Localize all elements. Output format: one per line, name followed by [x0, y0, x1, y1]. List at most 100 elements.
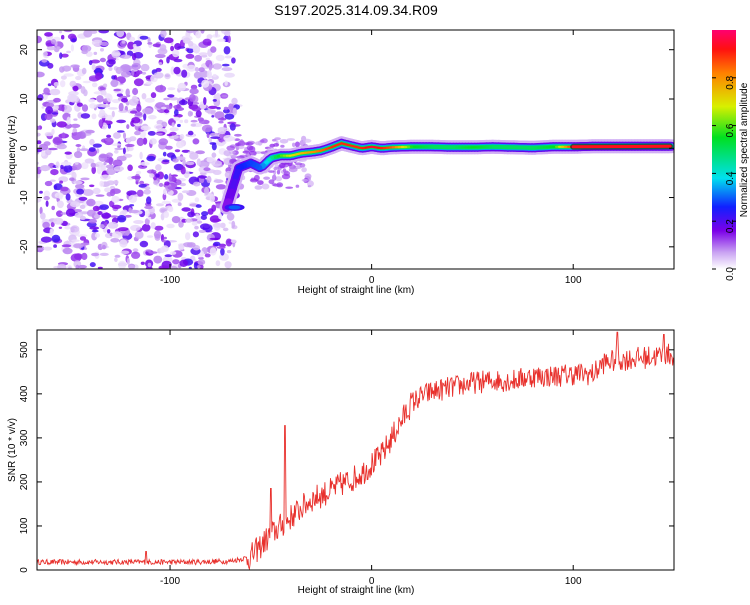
noise-speckle [108, 107, 118, 110]
noise-speckle [154, 226, 163, 231]
noise-speckle [137, 190, 144, 197]
noise-speckle [127, 165, 133, 172]
noise-speckle [103, 162, 106, 166]
noise-speckle [164, 109, 169, 113]
noise-speckle [89, 30, 97, 34]
noise-speckle [222, 64, 230, 67]
y-tick-label: 20 [19, 44, 30, 56]
noise-speckle [244, 142, 253, 146]
noise-speckle [203, 39, 212, 46]
noise-speckle [175, 149, 180, 152]
noise-speckle [186, 65, 196, 72]
figure-title: S197.2025.314.09.34.R09 [274, 2, 438, 18]
noise-speckle [140, 36, 149, 40]
noise-speckle [166, 57, 170, 64]
noise-speckle [101, 213, 111, 219]
noise-speckle [118, 227, 128, 231]
noise-speckle [210, 136, 220, 139]
noise-speckle [53, 137, 63, 145]
noise-speckle [160, 30, 167, 38]
noise-speckle [200, 223, 210, 229]
noise-speckle [131, 252, 140, 259]
noise-speckle [92, 230, 99, 233]
noise-speckle [48, 83, 52, 86]
noise-speckle [67, 117, 71, 125]
noise-speckle [64, 113, 70, 116]
noise-speckle [188, 111, 193, 117]
spectrogram-plot [33, 27, 672, 273]
noise-speckle [118, 261, 126, 269]
noise-speckle [56, 161, 60, 168]
noise-speckle [172, 216, 181, 223]
noise-speckle [47, 63, 53, 69]
noise-speckle [165, 254, 173, 257]
noise-speckle [126, 89, 130, 97]
noise-speckle [213, 242, 220, 246]
noise-speckle [211, 115, 214, 118]
noise-speckle [223, 135, 233, 142]
noise-speckle [53, 244, 57, 248]
noise-speckle [195, 197, 200, 202]
noise-speckle [122, 210, 128, 215]
noise-speckle [143, 189, 151, 194]
noise-speckle [178, 83, 187, 91]
noise-speckle [35, 126, 40, 130]
noise-speckle [108, 67, 112, 71]
noise-speckle [225, 81, 228, 86]
noise-speckle [167, 94, 174, 97]
noise-speckle [101, 90, 107, 95]
noise-speckle [194, 226, 199, 230]
noise-speckle [147, 217, 151, 220]
noise-speckle [216, 184, 226, 189]
noise-speckle [153, 256, 162, 264]
noise-speckle [178, 244, 184, 250]
noise-speckle [61, 76, 67, 80]
noise-speckle [116, 120, 126, 124]
noise-speckle [230, 123, 236, 131]
noise-speckle [156, 203, 164, 206]
noise-speckle [169, 97, 179, 100]
noise-speckle [151, 92, 156, 98]
noise-speckle [65, 152, 72, 155]
noise-speckle [197, 265, 201, 268]
noise-speckle [40, 213, 46, 220]
noise-speckle [114, 150, 119, 154]
noise-speckle [182, 159, 185, 167]
noise-speckle [239, 139, 244, 145]
colorbar-tick-label: 0.2 [725, 219, 736, 233]
noise-speckle [182, 190, 190, 193]
noise-speckle [50, 169, 58, 175]
noise-speckle [303, 139, 312, 143]
noise-speckle [201, 28, 205, 33]
noise-speckle [263, 177, 270, 180]
noise-speckle [119, 103, 124, 111]
noise-speckle [133, 44, 137, 48]
noise-speckle [59, 181, 63, 184]
noise-speckle [165, 146, 173, 150]
noise-speckle [145, 98, 155, 103]
noise-speckle [113, 89, 121, 92]
noise-speckle [64, 226, 71, 229]
noise-speckle [282, 174, 290, 180]
noise-speckle [44, 196, 50, 200]
noise-speckle [45, 106, 53, 114]
noise-speckle [144, 206, 153, 209]
colorbar-tick-label: 0.8 [725, 75, 736, 89]
noise-speckle [121, 251, 130, 255]
noise-speckle [62, 105, 65, 112]
noise-speckle [52, 235, 61, 243]
noise-speckle [189, 94, 196, 102]
noise-speckle [170, 251, 176, 255]
noise-speckle [148, 263, 152, 267]
noise-speckle [180, 134, 185, 140]
noise-speckle [214, 179, 224, 183]
noise-speckle [168, 207, 173, 212]
noise-speckle [66, 209, 75, 217]
noise-speckle [222, 141, 226, 144]
noise-speckle [198, 67, 205, 72]
noise-speckle [99, 181, 104, 187]
noise-speckle [119, 239, 127, 247]
noise-speckle [77, 103, 83, 107]
noise-speckle [142, 224, 151, 232]
noise-speckle [205, 253, 211, 257]
